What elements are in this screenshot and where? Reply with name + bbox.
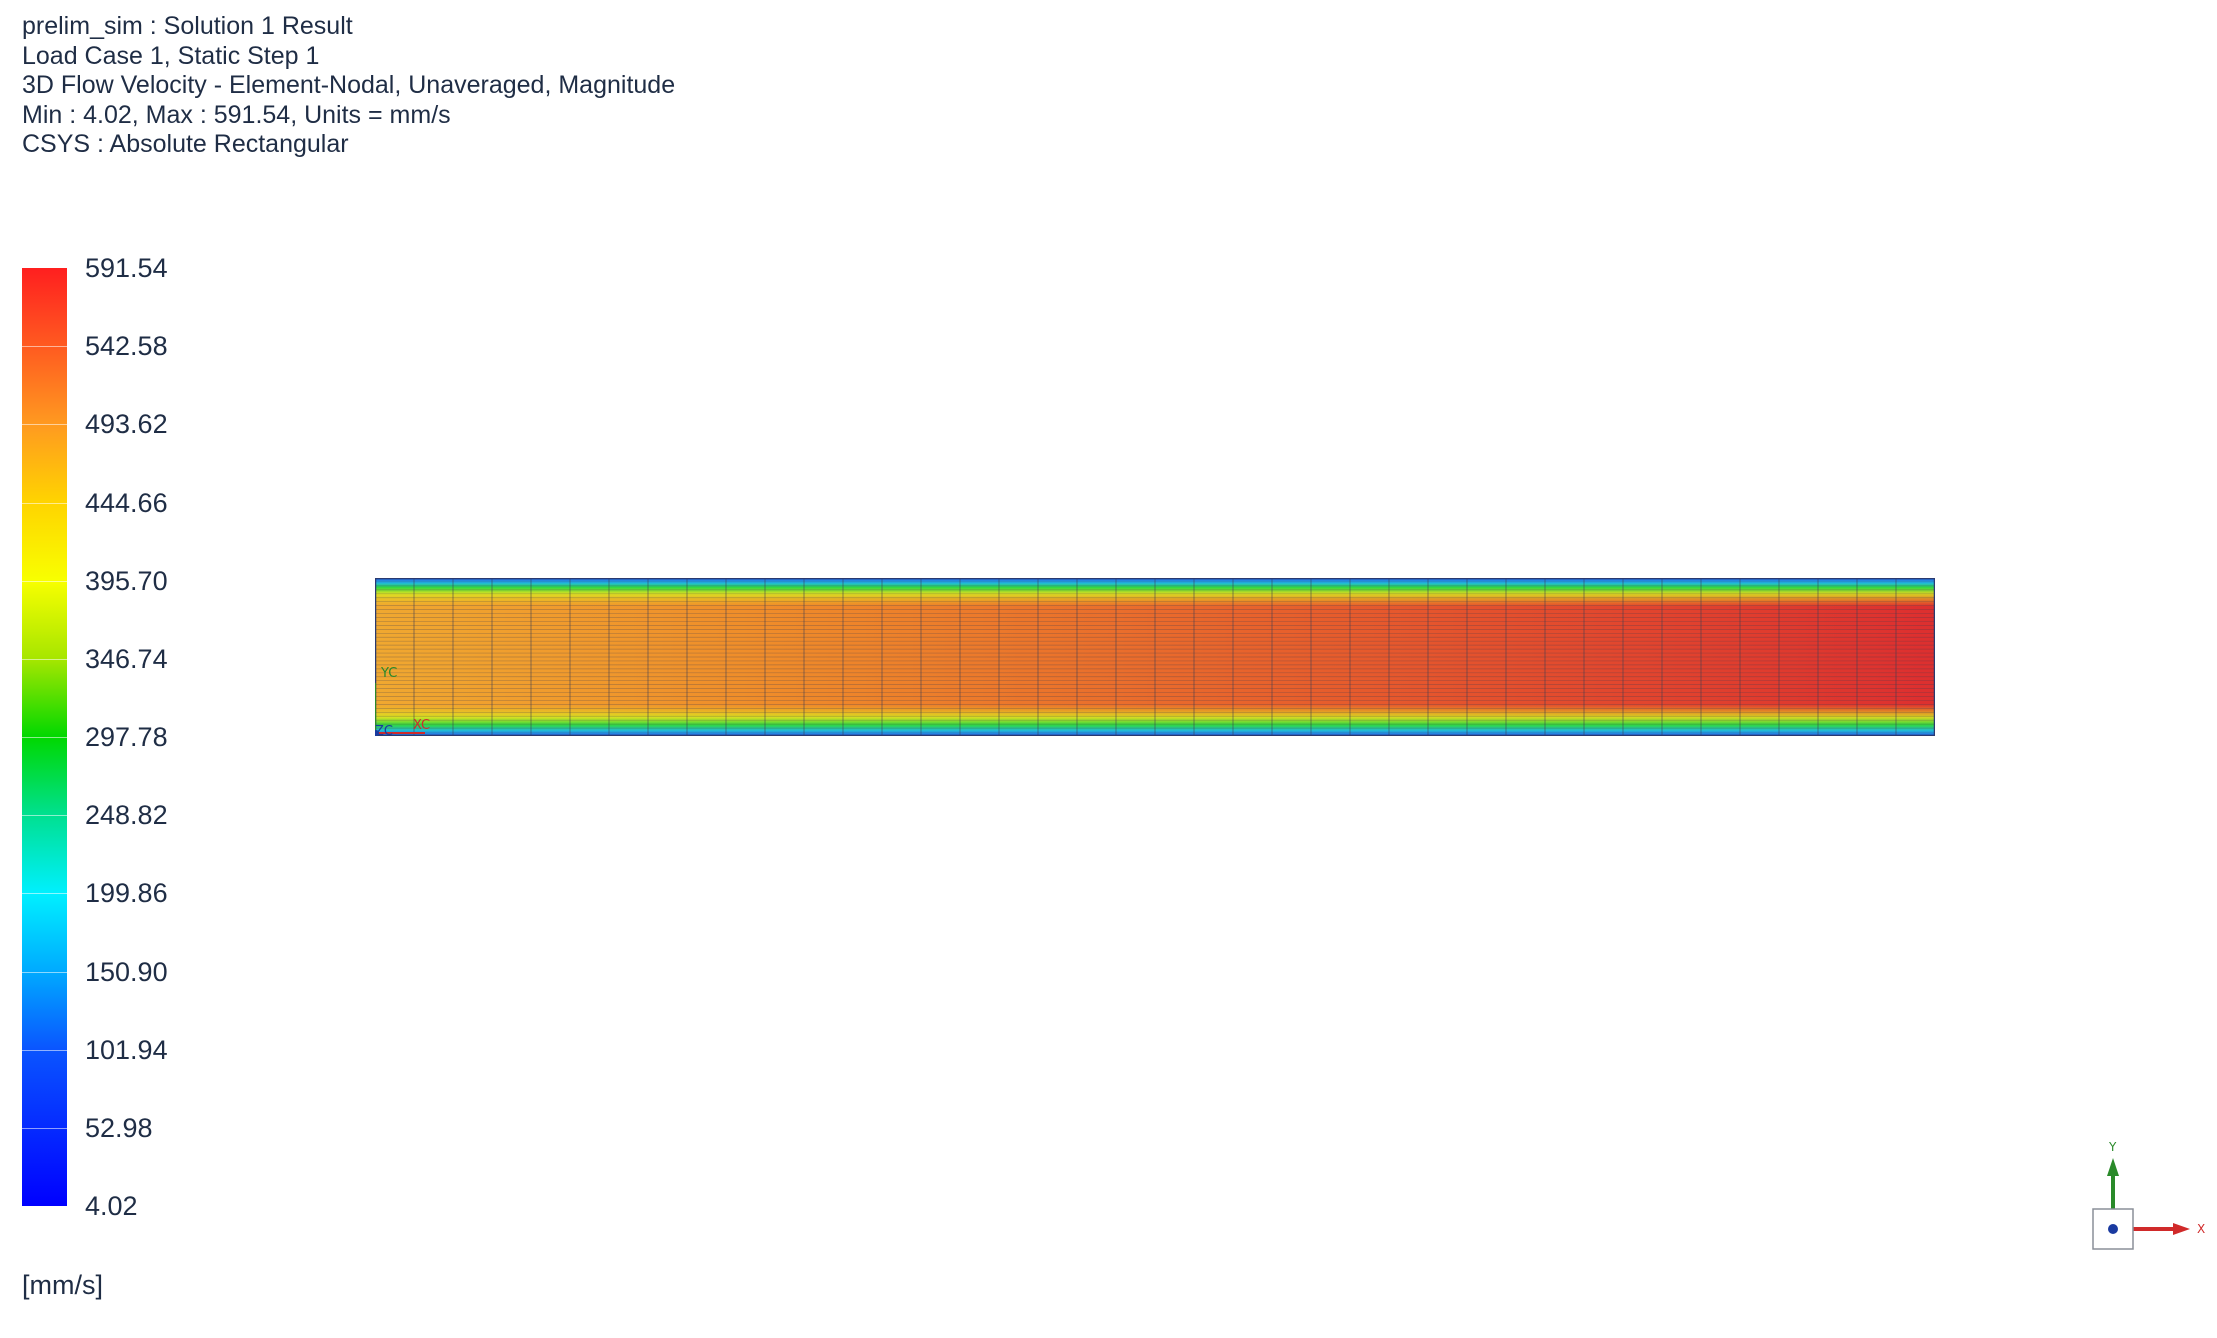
- triad-y-label: Y: [2109, 1140, 2117, 1154]
- header-csys: CSYS : Absolute Rectangular: [22, 130, 349, 158]
- legend-tick: [22, 658, 67, 660]
- legend-label: 101.94: [85, 1034, 168, 1065]
- legend-label: 395.70: [85, 565, 168, 596]
- fem-model-view[interactable]: YC XC ZC: [375, 578, 1935, 739]
- legend-label: 150.90: [85, 956, 168, 987]
- mesh-plot[interactable]: [375, 578, 1935, 736]
- csys-origin: [375, 730, 379, 736]
- csys-x-label: XC: [413, 718, 431, 733]
- legend-tick: [22, 737, 67, 738]
- legend-tick: [22, 580, 67, 582]
- header-load-case: Load Case 1, Static Step 1: [22, 41, 320, 70]
- legend-tick: [22, 893, 67, 895]
- legend-label: 542.58: [85, 331, 168, 362]
- header-result-type: 3D Flow Velocity - Element-Nodal, Unaver…: [22, 71, 676, 99]
- legend-tick: [22, 502, 67, 504]
- legend-label: 4.02: [85, 1191, 138, 1221]
- csys-z-label: ZC: [375, 724, 393, 739]
- view-triad[interactable]: Y X: [2085, 1138, 2215, 1258]
- triad-x-label: X: [2197, 1222, 2206, 1236]
- legend-tick: [22, 815, 67, 817]
- legend-label: 591.54: [85, 253, 168, 283]
- csys-y-label: YC: [381, 666, 398, 681]
- legend-label: 248.82: [85, 800, 168, 831]
- result-header: prelim_sim : Solution 1 Result Load Case…: [22, 12, 675, 160]
- legend-tick: [22, 424, 67, 426]
- legend-tick: [22, 1127, 67, 1129]
- legend-tick: [22, 971, 67, 973]
- legend-tick: [22, 1049, 67, 1051]
- mesh-lines: [375, 578, 1935, 736]
- domain-outline: [375, 578, 1935, 736]
- legend-label: 346.74: [85, 643, 168, 674]
- header-min-max: Min : 4.02, Max : 591.54, Units = mm/s: [22, 100, 451, 129]
- legend-label: 297.78: [85, 722, 168, 752]
- legend-label: 444.66: [85, 487, 168, 518]
- legend-units: [mm/s]: [22, 1270, 103, 1300]
- legend-tick: [22, 346, 67, 348]
- legend-label: 199.86: [85, 878, 168, 909]
- legend-label: 52.98: [85, 1112, 153, 1143]
- legend-label: 493.62: [85, 409, 168, 440]
- header-solution: prelim_sim : Solution 1 Result: [22, 12, 353, 40]
- triad-icon: [2092, 1158, 2190, 1250]
